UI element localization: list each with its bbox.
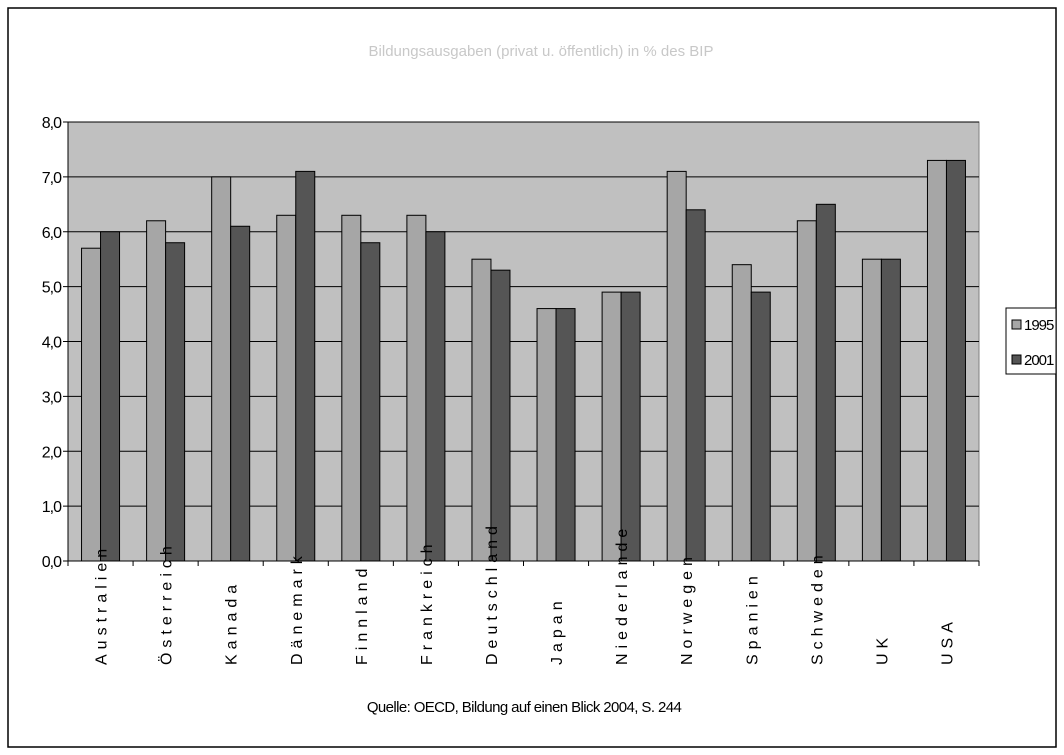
bar-1995-niederlande xyxy=(601,291,622,562)
x-tick-label: Finnland xyxy=(354,564,371,665)
source-note: Quelle: OECD, Bildung auf einen Blick 20… xyxy=(367,699,682,716)
bar-2001-schweden xyxy=(815,203,836,562)
legend-label-2001: 2001 xyxy=(1024,352,1054,369)
x-tick-label: Österreich xyxy=(158,541,176,665)
y-tick-label: 8,0 xyxy=(42,115,62,132)
chart-title: Bildungsausgaben (privat u. öffentlich) … xyxy=(369,43,714,60)
x-tick-label: USA xyxy=(939,617,956,665)
bar-2001-usa xyxy=(945,159,966,562)
bar-2001-österreich xyxy=(165,242,186,562)
y-tick-label: 7,0 xyxy=(42,170,62,187)
bar-1995-kanada xyxy=(211,176,232,562)
bar-1995-deutschland xyxy=(471,258,492,562)
bar-1995-australien xyxy=(81,247,102,562)
bar-2001-uk xyxy=(880,258,901,562)
bar-1995-uk xyxy=(861,258,882,562)
bar-1995-usa xyxy=(926,159,947,562)
y-tick-label: 5,0 xyxy=(42,280,62,297)
legend-swatch-1995 xyxy=(1011,319,1022,330)
x-tick-label: Spanien xyxy=(744,571,761,665)
bar-2001-japan xyxy=(555,308,576,562)
y-tick-label: 4,0 xyxy=(42,335,62,352)
bar-2001-niederlande xyxy=(620,291,641,562)
bar-1995-norwegen xyxy=(666,170,687,562)
x-tick-label: Niederlande xyxy=(614,524,631,665)
y-tick-label: 1,0 xyxy=(42,499,62,516)
x-tick-label: Norwegen xyxy=(679,552,696,665)
legend-label-1995: 1995 xyxy=(1024,317,1054,334)
bar-1995-schweden xyxy=(796,220,817,562)
bar-2001-deutschland xyxy=(490,269,511,562)
x-tick-label: Frankreich xyxy=(419,539,436,665)
y-tick-label: 2,0 xyxy=(42,444,62,461)
bar-2001-norwegen xyxy=(685,209,706,562)
bar-1995-dänemark xyxy=(276,214,297,562)
bar-1995-frankreich xyxy=(406,214,427,562)
bar-2001-finnland xyxy=(360,242,381,562)
x-axis-labels: Australien Österreich Kanada Dänemark Finnla… xyxy=(94,521,957,665)
bar-1995-österreich xyxy=(146,220,167,562)
x-tick-label: UK xyxy=(874,633,891,665)
bar-2001-australien xyxy=(100,231,121,562)
x-tick-label: Kanada xyxy=(224,580,241,665)
bar-2001-frankreich xyxy=(425,231,446,562)
x-tick-label: Schweden xyxy=(809,550,826,665)
y-axis-ticks: 0,0 1,0 2,0 3,0 4,0 5,0 6,0 7,0 8,0 xyxy=(42,115,68,571)
y-tick-label: 6,0 xyxy=(42,225,62,242)
y-tick-label: 0,0 xyxy=(42,554,62,571)
x-axis-ticks xyxy=(67,561,980,566)
legend-swatch-2001 xyxy=(1011,354,1022,365)
bar-2001-dänemark xyxy=(295,170,316,562)
bars xyxy=(81,159,966,562)
bar-2001-kanada xyxy=(230,225,251,562)
x-tick-label: Japan xyxy=(549,596,566,665)
legend: 1995 2001 xyxy=(1005,307,1057,375)
bar-1995-japan xyxy=(536,308,557,562)
x-tick-label: Dänemark xyxy=(289,551,306,665)
bar-1995-spanien xyxy=(731,264,752,562)
y-tick-label: 3,0 xyxy=(42,389,62,406)
x-tick-label: Australien xyxy=(94,544,111,665)
x-tick-label: Deutschland xyxy=(484,521,501,665)
bar-2001-spanien xyxy=(750,291,771,562)
bar-1995-finnland xyxy=(341,214,362,562)
